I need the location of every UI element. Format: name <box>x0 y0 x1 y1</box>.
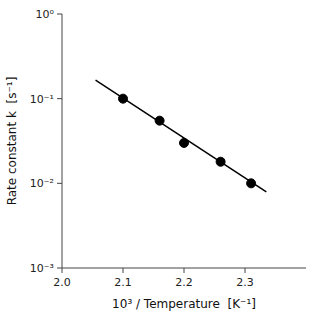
y-tick <box>57 268 62 269</box>
background <box>0 0 320 320</box>
x-tick-label: 2.0 <box>53 276 71 289</box>
plot-area <box>96 80 267 192</box>
axes: 2.0 2.1 2.2 2.3 10⁻³ 10⁻² 10⁻¹ 10⁰ <box>30 8 306 289</box>
x-tick <box>245 268 246 273</box>
y-tick-label: 10⁻² <box>30 177 54 190</box>
data-point <box>155 116 164 125</box>
y-axis-line <box>62 14 63 268</box>
y-tick <box>57 14 62 15</box>
x-axis-label: 10³ / Temperature [K⁻¹] <box>112 297 256 311</box>
x-tick-label: 2.1 <box>114 276 132 289</box>
x-tick <box>184 268 185 273</box>
data-point <box>180 138 189 147</box>
x-tick <box>123 268 124 273</box>
y-tick <box>57 183 62 184</box>
y-tick <box>57 98 62 99</box>
y-axis-label: Rate constant k [s⁻¹] <box>5 77 19 206</box>
y-tick-label: 10⁰ <box>36 8 55 21</box>
chart: 2.0 2.1 2.2 2.3 10⁻³ 10⁻² 10⁻¹ 10⁰ 10³ / Tempera… <box>0 0 320 320</box>
data-point <box>247 179 256 188</box>
x-tick <box>62 268 63 273</box>
data-point <box>119 94 128 103</box>
x-tick-label: 2.2 <box>175 276 193 289</box>
y-tick-label: 10⁻³ <box>30 262 54 275</box>
x-tick-label: 2.3 <box>236 276 254 289</box>
data-point <box>216 157 225 166</box>
y-tick-label: 10⁻¹ <box>30 93 54 106</box>
fit-line <box>96 80 267 192</box>
